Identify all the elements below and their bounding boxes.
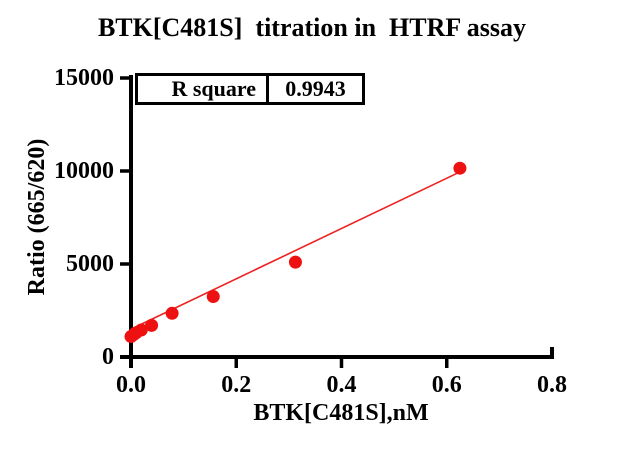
y-tick-label: 0 [102, 344, 114, 370]
r-square-label: R square [138, 76, 269, 102]
chart-title: BTK[C481S] titration in HTRF assay [97, 13, 527, 42]
x-axis-label: BTK[C481S],nM [253, 400, 429, 426]
r-square-box: R square 0.9943 [135, 73, 365, 105]
fit-line [130, 171, 461, 330]
data-point [206, 290, 220, 304]
y-tick-label: 10000 [54, 158, 114, 184]
data-point [165, 306, 179, 320]
data-point [288, 255, 302, 269]
r-square-value: 0.9943 [285, 76, 346, 101]
y-tick-label: 15000 [54, 65, 114, 91]
data-point [145, 318, 159, 332]
x-tick-label: 0.0 [116, 372, 146, 398]
x-tick-label: 0.6 [431, 372, 462, 398]
x-tick-label: 0.2 [221, 372, 252, 398]
data-point [134, 323, 148, 337]
y-tick-label: 5000 [66, 251, 114, 277]
data-point [453, 161, 467, 175]
y-axis-label: Ratio (665/620) [24, 138, 50, 296]
x-tick-label: 0.4 [326, 372, 357, 398]
x-tick-label: 0.8 [537, 372, 567, 398]
